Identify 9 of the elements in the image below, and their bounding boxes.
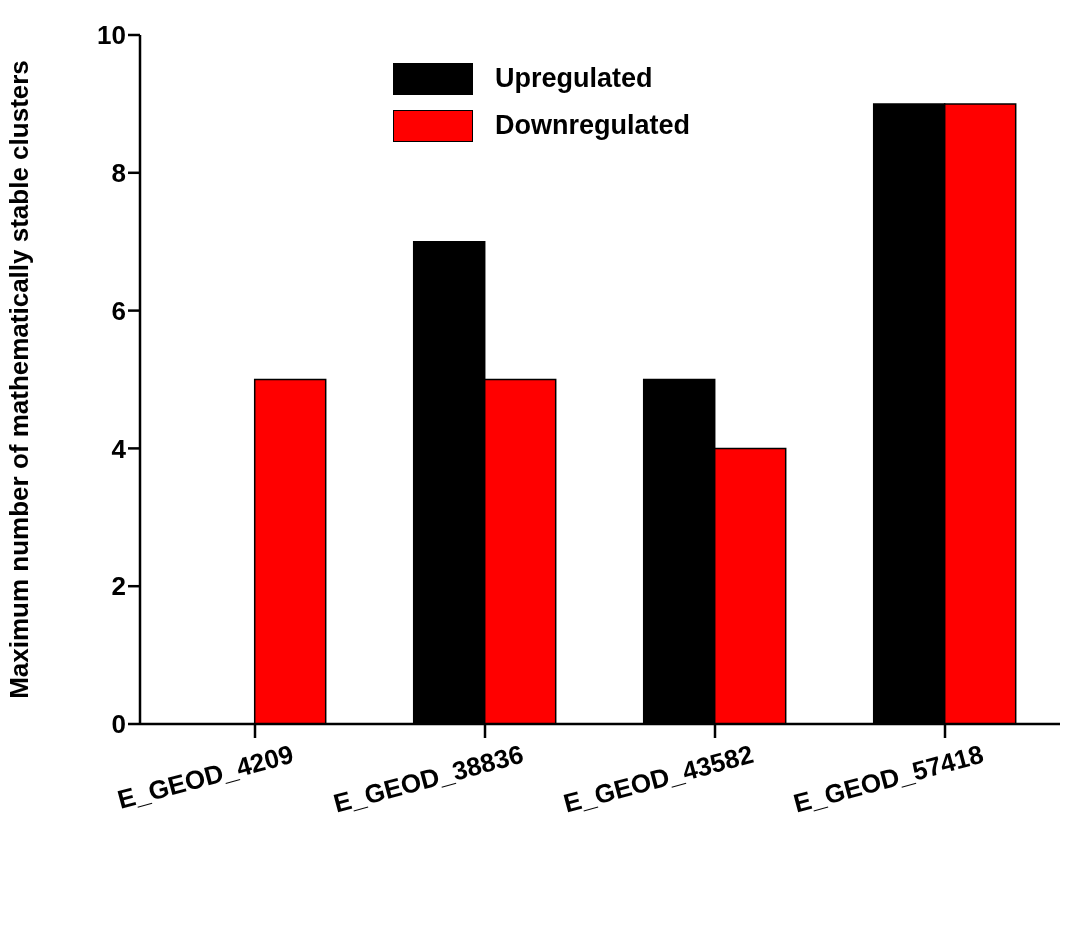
y-axis-title: Maximum number of mathematically stable clusters	[4, 60, 34, 699]
legend-label: Downregulated	[495, 110, 691, 141]
legend-label: Upregulated	[495, 63, 653, 94]
y-tick-label: 2	[111, 571, 126, 602]
y-tick-label: 0	[111, 709, 126, 740]
y-tick-label: 6	[111, 295, 126, 326]
y-tick-label: 4	[111, 433, 127, 464]
y-tick-label: 8	[111, 158, 126, 189]
y-tick-label: 10	[97, 20, 126, 51]
